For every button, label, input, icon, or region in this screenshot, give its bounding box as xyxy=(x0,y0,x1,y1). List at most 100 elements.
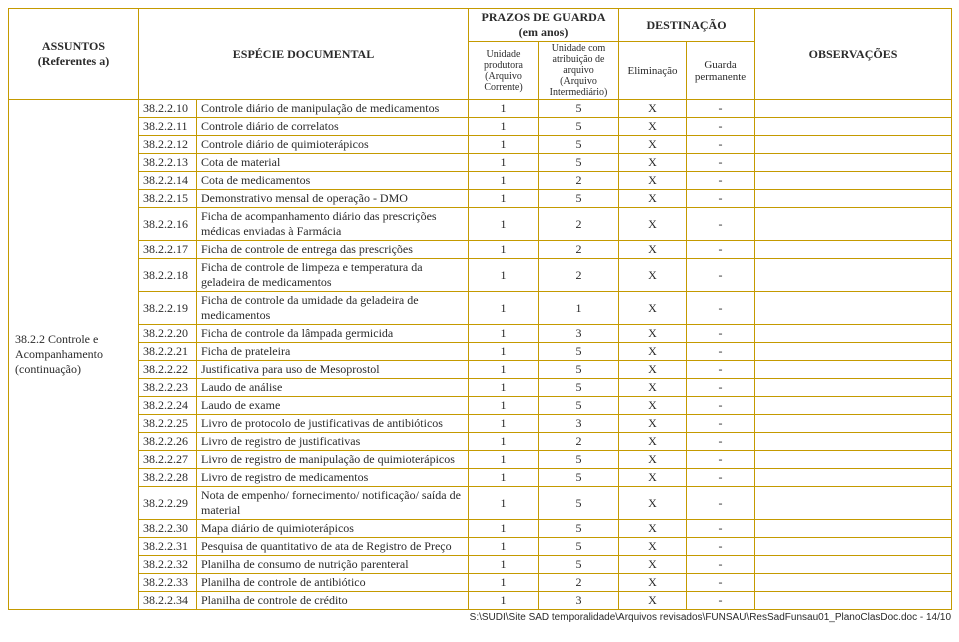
ui-cell: 5 xyxy=(539,469,619,487)
ui-cell: 5 xyxy=(539,154,619,172)
elim-cell: X xyxy=(619,118,687,136)
especie-cell: Mapa diário de quimioterápicos xyxy=(197,520,469,538)
especie-cell: Controle diário de quimioterápicos xyxy=(197,136,469,154)
code-cell: 38.2.2.17 xyxy=(139,241,197,259)
table-row: 38.2.2.33Planilha de controle de antibió… xyxy=(9,574,952,592)
table-row: 38.2.2.32Planilha de consumo de nutrição… xyxy=(9,556,952,574)
elim-cell: X xyxy=(619,292,687,325)
ui-cell: 5 xyxy=(539,379,619,397)
perm-cell: - xyxy=(687,556,755,574)
up-cell: 1 xyxy=(469,208,539,241)
perm-cell: - xyxy=(687,397,755,415)
elim-cell: X xyxy=(619,136,687,154)
table-row: 38.2.2.34Planilha de controle de crédito… xyxy=(9,592,952,610)
table-row: 38.2.2.12Controle diário de quimioterápi… xyxy=(9,136,952,154)
especie-cell: Ficha de controle de entrega das prescri… xyxy=(197,241,469,259)
especie-cell: Justificativa para uso de Mesoprostol xyxy=(197,361,469,379)
perm-cell: - xyxy=(687,292,755,325)
perm-cell: - xyxy=(687,136,755,154)
obs-cell xyxy=(755,292,952,325)
code-cell: 38.2.2.15 xyxy=(139,190,197,208)
table-body: 38.2.2 Controle e Acompanhamento (contin… xyxy=(9,100,952,610)
perm-cell: - xyxy=(687,154,755,172)
footer-path: S:\SUDI\Site SAD temporalidade\Arquivos … xyxy=(8,612,951,623)
code-cell: 38.2.2.10 xyxy=(139,100,197,118)
up-cell: 1 xyxy=(469,451,539,469)
obs-cell xyxy=(755,379,952,397)
especie-cell: Livro de registro de justificativas xyxy=(197,433,469,451)
elim-cell: X xyxy=(619,241,687,259)
col-header-eliminacao: Eliminação xyxy=(619,42,687,100)
especie-cell: Laudo de exame xyxy=(197,397,469,415)
up-cell: 1 xyxy=(469,556,539,574)
perm-cell: - xyxy=(687,415,755,433)
col-header-unidade-interm: Unidade com atribuição de arquivo (Arqui… xyxy=(539,42,619,100)
elim-cell: X xyxy=(619,397,687,415)
elim-cell: X xyxy=(619,451,687,469)
up-cell: 1 xyxy=(469,241,539,259)
ui-cell: 2 xyxy=(539,433,619,451)
especie-cell: Livro de registro de manipulação de quim… xyxy=(197,451,469,469)
obs-cell xyxy=(755,433,952,451)
perm-cell: - xyxy=(687,208,755,241)
col-header-observacoes: OBSERVAÇÕES xyxy=(755,9,952,100)
up-l3: (Arquivo xyxy=(485,71,522,82)
perm-cell: - xyxy=(687,379,755,397)
up-l4: Corrente) xyxy=(484,82,522,93)
elim-cell: X xyxy=(619,172,687,190)
perm-cell: - xyxy=(687,190,755,208)
up-cell: 1 xyxy=(469,538,539,556)
ui-cell: 5 xyxy=(539,538,619,556)
perm-cell: - xyxy=(687,259,755,292)
table-row: 38.2.2.30Mapa diário de quimioterápicos1… xyxy=(9,520,952,538)
perm-cell: - xyxy=(687,100,755,118)
code-cell: 38.2.2.29 xyxy=(139,487,197,520)
especie-cell: Ficha de controle de limpeza e temperatu… xyxy=(197,259,469,292)
perm-cell: - xyxy=(687,469,755,487)
table-row: 38.2.2.31Pesquisa de quantitativo de ata… xyxy=(9,538,952,556)
code-cell: 38.2.2.22 xyxy=(139,361,197,379)
code-cell: 38.2.2.30 xyxy=(139,520,197,538)
elim-cell: X xyxy=(619,259,687,292)
especie-cell: Ficha de controle da umidade da geladeir… xyxy=(197,292,469,325)
elim-cell: X xyxy=(619,343,687,361)
especie-cell: Planilha de controle de crédito xyxy=(197,592,469,610)
especie-cell: Planilha de controle de antibiótico xyxy=(197,574,469,592)
code-cell: 38.2.2.18 xyxy=(139,259,197,292)
table-row: 38.2.2.21Ficha de prateleira15X- xyxy=(9,343,952,361)
obs-cell xyxy=(755,325,952,343)
up-cell: 1 xyxy=(469,415,539,433)
elim-cell: X xyxy=(619,208,687,241)
perm-cell: - xyxy=(687,172,755,190)
ui-cell: 5 xyxy=(539,190,619,208)
table-row: 38.2.2.13Cota de material15X- xyxy=(9,154,952,172)
up-l1: Unidade xyxy=(487,49,521,60)
col-header-destinacao: DESTINAÇÃO xyxy=(619,9,755,42)
header-assuntos-l1: ASSUNTOS xyxy=(42,39,105,53)
obs-cell xyxy=(755,397,952,415)
elim-cell: X xyxy=(619,379,687,397)
obs-cell xyxy=(755,361,952,379)
col-header-guarda-permanente: Guarda permanente xyxy=(687,42,755,100)
up-cell: 1 xyxy=(469,520,539,538)
ui-cell: 3 xyxy=(539,592,619,610)
code-cell: 38.2.2.28 xyxy=(139,469,197,487)
code-cell: 38.2.2.12 xyxy=(139,136,197,154)
obs-cell xyxy=(755,415,952,433)
especie-cell: Ficha de prateleira xyxy=(197,343,469,361)
ui-cell: 2 xyxy=(539,172,619,190)
up-cell: 1 xyxy=(469,433,539,451)
gp-l2: permanente xyxy=(695,71,746,83)
perm-cell: - xyxy=(687,451,755,469)
elim-cell: X xyxy=(619,469,687,487)
ui-l5: Intermediário) xyxy=(550,87,608,98)
ui-cell: 2 xyxy=(539,208,619,241)
obs-cell xyxy=(755,172,952,190)
obs-cell xyxy=(755,136,952,154)
perm-cell: - xyxy=(687,325,755,343)
code-cell: 38.2.2.31 xyxy=(139,538,197,556)
code-cell: 38.2.2.26 xyxy=(139,433,197,451)
elim-cell: X xyxy=(619,154,687,172)
col-header-especie: ESPÉCIE DOCUMENTAL xyxy=(139,9,469,100)
ui-cell: 3 xyxy=(539,415,619,433)
